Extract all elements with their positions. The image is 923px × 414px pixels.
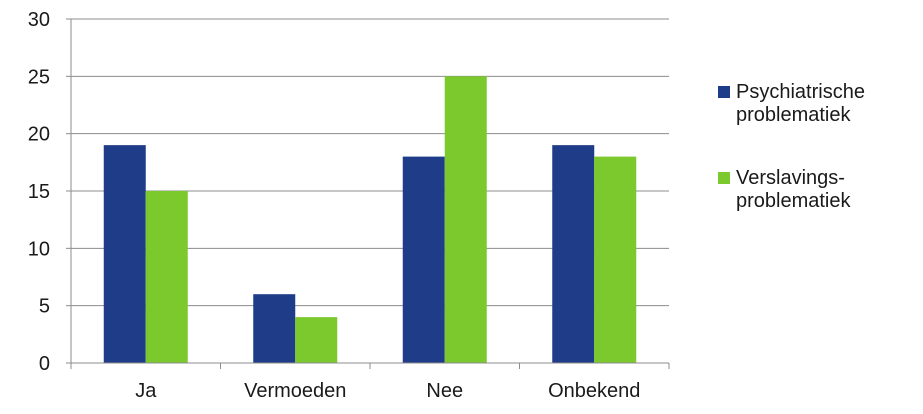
bar-verslaving-vermoeden	[295, 317, 338, 363]
bar-verslaving-nee	[444, 76, 487, 363]
y-tick-label: 25	[28, 66, 50, 88]
y-tick-label: 15	[28, 181, 50, 203]
bar-verslaving-ja	[145, 191, 188, 363]
y-tick-label: 20	[28, 124, 50, 146]
legend-swatch	[718, 172, 730, 184]
y-tick-label: 0	[39, 353, 50, 375]
x-tick-label: Vermoeden	[244, 380, 346, 402]
legend-label: Verslavings-	[736, 167, 845, 189]
legend-label: Psychiatrische	[736, 81, 865, 103]
x-tick-label: Onbekend	[548, 380, 640, 402]
y-tick-label: 30	[28, 9, 50, 31]
bar-psychiatrisch-nee	[402, 156, 445, 363]
bar-psychiatrisch-onbekend	[552, 145, 595, 363]
bar-psychiatrisch-ja	[103, 145, 146, 363]
legend-swatch	[718, 86, 730, 98]
y-tick-label: 5	[39, 296, 50, 318]
bar-verslaving-onbekend	[594, 156, 637, 363]
bars	[103, 76, 637, 363]
bar-psychiatrisch-vermoeden	[253, 294, 296, 363]
legend: PsychiatrischeproblematiekVerslavings-pr…	[718, 81, 865, 212]
legend-label: problematiek	[736, 104, 852, 126]
x-tick-label: Nee	[426, 380, 463, 402]
y-tick-label: 10	[28, 238, 50, 260]
legend-label: problematiek	[736, 190, 852, 212]
axes: 0 5 10 15 20 25 30 Ja Vermoeden Nee Onbekend	[28, 9, 670, 402]
x-tick-label: Ja	[135, 380, 157, 402]
